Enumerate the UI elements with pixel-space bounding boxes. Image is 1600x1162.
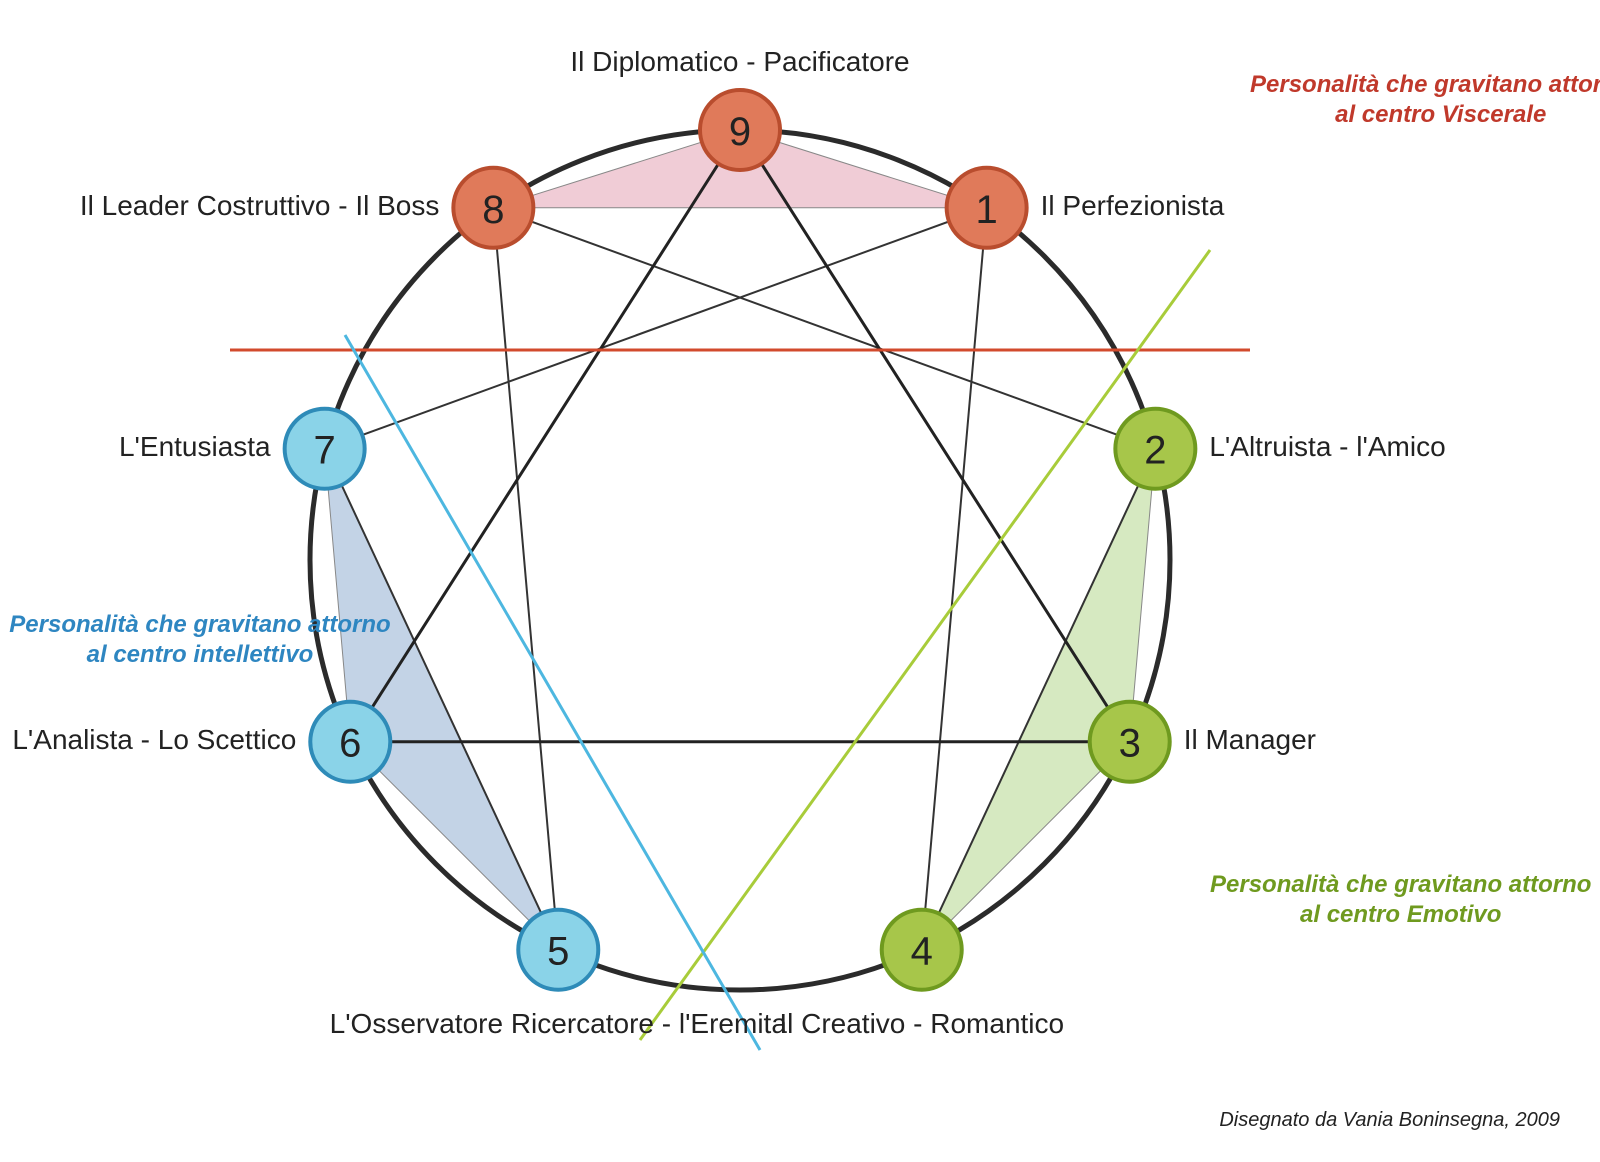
caption-visceral: Personalità che gravitano attorno al cen… [1250, 70, 1600, 130]
node-number-5: 5 [547, 930, 569, 974]
caption-visceral-line2: al centro Viscerale [1335, 101, 1546, 128]
node-number-7: 7 [314, 429, 336, 473]
node-number-8: 8 [482, 188, 504, 232]
caption-emotive-line2: al centro Emotivo [1300, 901, 1501, 928]
enneagram-svg: 1 2 3 4 5 6 7 8 9 [0, 0, 1600, 1162]
node-number-4: 4 [911, 930, 933, 974]
node-label-8: Il Leader Costruttivo - Il Boss [80, 190, 439, 222]
node-label-6: L'Analista - Lo Scettico [12, 724, 296, 756]
caption-intellective-line2: al centro intellettivo [87, 641, 314, 668]
node-number-9: 9 [729, 110, 751, 154]
node-label-2: L'Altruista - l'Amico [1209, 431, 1445, 463]
caption-emotive-line1: Personalità che gravitano attorno [1210, 871, 1591, 898]
node-number-6: 6 [339, 722, 361, 766]
node-label-9: Il Diplomatico - Pacificatore [570, 46, 909, 78]
node-number-3: 3 [1119, 722, 1141, 766]
outer-circle [310, 130, 1170, 990]
node-label-7: L'Entusiasta [119, 431, 271, 463]
caption-intellective-line1: Personalità che gravitano attorno [9, 611, 390, 638]
node-label-1: Il Perfezionista [1041, 190, 1225, 222]
node-number-2: 2 [1144, 429, 1166, 473]
caption-emotive: Personalità che gravitano attorno al cen… [1210, 870, 1591, 930]
caption-intellective: Personalità che gravitano attorno al cen… [9, 610, 390, 670]
node-label-4: Il Creativo - Romantico [779, 1008, 1064, 1040]
node-label-3: Il Manager [1184, 724, 1316, 756]
node-number-1: 1 [976, 188, 998, 232]
caption-visceral-line1: Personalità che gravitano attorno [1250, 71, 1600, 98]
credit-text: Disegnato da Vania Boninsegna, 2009 [1219, 1109, 1560, 1132]
node-label-5: L'Osservatore Ricercatore - l'Eremita [330, 1008, 787, 1040]
